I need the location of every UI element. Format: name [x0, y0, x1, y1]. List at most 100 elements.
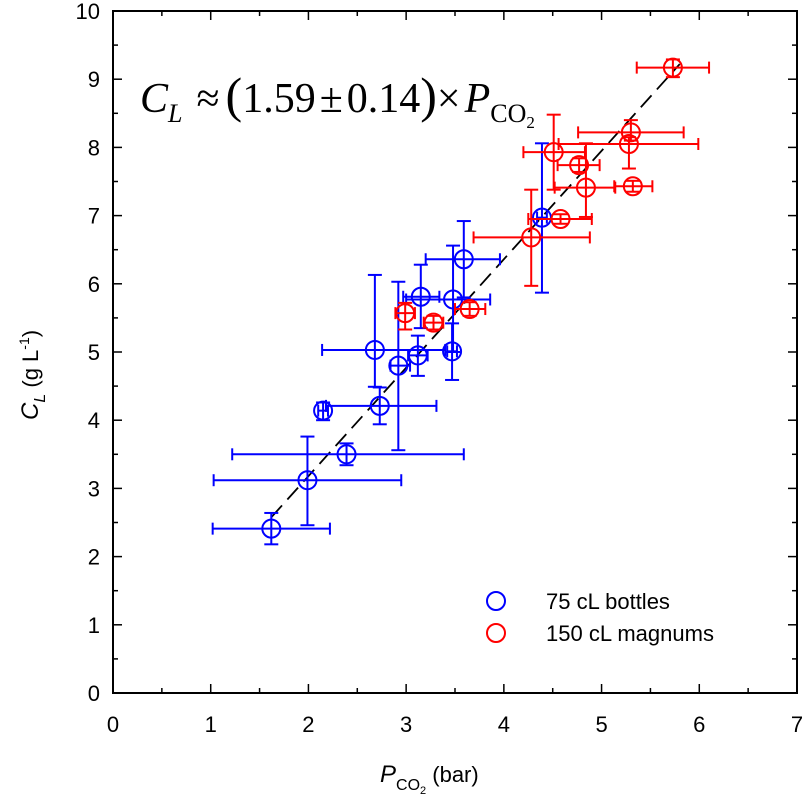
point-marker [543, 142, 564, 163]
y-axis-label: CL (g L-1) [16, 330, 49, 420]
y-tick-label: 2 [88, 545, 100, 570]
fit-equation: CL ≈ (1.59±0.14)×PCO2 [140, 67, 535, 132]
x-label-main: P [380, 761, 396, 788]
point-marker [622, 176, 643, 197]
data-point [212, 435, 403, 527]
point-marker [569, 155, 590, 176]
data-point [454, 299, 487, 320]
series-magnums [394, 57, 711, 333]
legend-label-magnums: 150 cL magnums [546, 621, 714, 646]
y-tick-label: 4 [88, 408, 100, 433]
data-point [557, 133, 700, 170]
y-label-close: ) [18, 330, 43, 337]
data-point [531, 142, 552, 294]
x-label-sub2: 2 [420, 785, 426, 797]
eq-lhs-sub: L [167, 99, 182, 128]
data-point [472, 188, 591, 287]
y-label-sup: -1 [16, 337, 32, 350]
data-point [388, 280, 412, 452]
series-bottles [211, 142, 552, 546]
point-marker [575, 177, 596, 198]
data-points-layer [211, 57, 711, 546]
y-label-sub: L [32, 394, 49, 403]
y-tick-label: 10 [76, 0, 100, 24]
fit-line-layer [270, 63, 681, 518]
y-tick-label: 0 [88, 681, 100, 706]
point-marker [261, 518, 282, 539]
data-point [407, 334, 429, 377]
eq-lhs: C [140, 76, 169, 122]
x-tick-label: 0 [107, 712, 119, 737]
data-point [394, 301, 416, 331]
point-marker [618, 133, 639, 154]
fit-line [270, 63, 681, 518]
y-tick-label: 8 [88, 135, 100, 160]
point-marker [313, 400, 334, 421]
eq-coef: 1.59 [242, 76, 316, 122]
point-marker [369, 395, 390, 416]
x-tick-label: 3 [400, 712, 412, 737]
point-marker [443, 289, 464, 310]
data-point [613, 176, 654, 197]
legend-marker-magnums [486, 623, 506, 643]
point-marker [453, 249, 474, 270]
legend-marker-bottles [486, 591, 506, 611]
eq-close-paren: ) [420, 67, 437, 123]
y-tick-label: 7 [88, 204, 100, 229]
data-point [553, 142, 617, 218]
y-label-main: C [17, 402, 44, 420]
data-point [321, 273, 447, 388]
legend: 75 cL bottles 150 cL magnums [486, 589, 714, 646]
y-tick-label: 6 [88, 272, 100, 297]
axis-ticks: 0 1 2 3 4 5 6 7 0 1 2 3 4 5 6 7 8 9 10 [76, 0, 804, 737]
data-point [527, 209, 593, 230]
data-point [422, 312, 445, 333]
data-point [231, 442, 465, 467]
eq-times: × [437, 76, 461, 122]
point-marker [459, 299, 480, 320]
eq-approx: ≈ [196, 76, 219, 122]
point-marker [297, 470, 318, 491]
point-marker [388, 355, 409, 376]
point-marker [395, 303, 416, 324]
eq-rhs: P [464, 76, 491, 122]
data-point [325, 386, 438, 426]
point-marker [620, 122, 641, 143]
y-label-unit: (g L [18, 350, 43, 394]
y-tick-label: 9 [88, 67, 100, 92]
x-tick-label: 4 [498, 712, 510, 737]
x-axis-label: PCO2 (bar) [380, 761, 479, 797]
y-tick-label: 5 [88, 340, 100, 365]
x-label-sub: CO [396, 777, 420, 794]
x-tick-label: 1 [205, 712, 217, 737]
data-point [556, 155, 601, 176]
eq-rhs-sub2: 2 [526, 113, 535, 132]
data-point [635, 57, 711, 79]
y-tick-label: 3 [88, 476, 100, 501]
data-point [577, 119, 685, 143]
point-marker [407, 345, 428, 366]
point-marker [423, 312, 444, 333]
data-point [522, 113, 586, 191]
point-marker [521, 227, 542, 248]
data-point [211, 511, 331, 546]
eq-err: 0.14 [347, 76, 421, 122]
x-tick-label: 5 [595, 712, 607, 737]
data-point [424, 220, 501, 299]
data-point [313, 400, 334, 422]
eq-open-paren: ( [226, 67, 243, 123]
eq-rhs-sub: CO [490, 99, 526, 128]
x-tick-label: 7 [791, 712, 803, 737]
eq-pm: ± [320, 76, 343, 122]
legend-label-bottles: 75 cL bottles [546, 589, 670, 614]
x-tick-label: 6 [693, 712, 705, 737]
point-marker [662, 57, 683, 78]
point-marker [550, 209, 571, 230]
point-marker [364, 339, 385, 360]
point-marker [410, 286, 431, 307]
point-marker [336, 444, 357, 465]
x-label-unit: (bar) [426, 762, 479, 787]
y-tick-label: 1 [88, 613, 100, 638]
x-tick-label: 2 [302, 712, 314, 737]
